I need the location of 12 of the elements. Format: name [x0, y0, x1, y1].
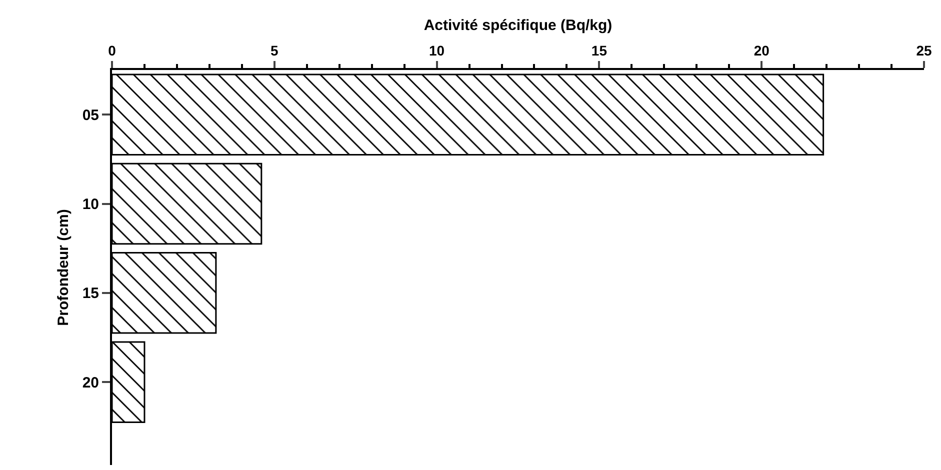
y-tick-label: 15	[82, 285, 99, 302]
y-tick-label: 10	[82, 196, 99, 213]
x-tick-label: 5	[270, 42, 278, 58]
x-tick-label: 0	[108, 42, 116, 58]
x-tick-label: 25	[916, 42, 932, 58]
x-axis-title: Activité spécifique (Bq/kg)	[424, 17, 612, 34]
x-tick-label: 20	[754, 42, 770, 58]
y-tick-label: 05	[82, 106, 99, 124]
x-tick-label: 10	[429, 42, 445, 58]
x-tick-label: 15	[591, 42, 608, 58]
y-axis-title: Profondeur (cm)	[55, 209, 72, 326]
y-tick-label: 20	[82, 374, 99, 392]
